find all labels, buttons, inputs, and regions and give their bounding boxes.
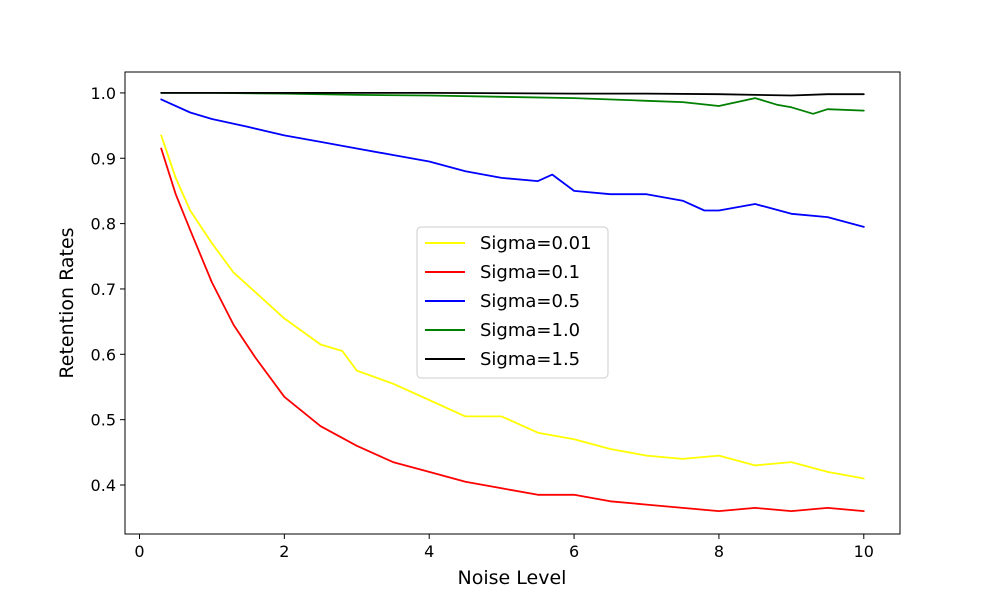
legend-label-sigma-0-5: Sigma=0.5 — [480, 291, 580, 312]
series-line-sigma-1-0 — [160, 92, 865, 115]
x-tick-label: 8 — [714, 542, 724, 561]
series-layer — [160, 92, 865, 513]
y-tick-label: 1.0 — [91, 84, 116, 103]
legend-label-sigma-0-1: Sigma=0.1 — [480, 262, 580, 283]
legend-box — [416, 226, 609, 379]
x-tick-label: 0 — [134, 542, 144, 561]
series-line-sigma-1-5 — [160, 92, 865, 97]
legend: Sigma=0.01 Sigma=0.1 Sigma=0.5 Sigma=1.0 Sig… — [416, 226, 609, 379]
y-tick-label: 0.5 — [91, 411, 116, 430]
y-tick-label: 0.9 — [91, 149, 116, 168]
series-line-sigma-0-1 — [160, 147, 865, 513]
legend-label-sigma-1-5: Sigma=1.5 — [480, 349, 580, 370]
y-axis-ticks: 0.4 0.5 0.6 0.7 0.8 0.9 1.0 — [91, 84, 125, 495]
legend-label-sigma-0-01: Sigma=0.01 — [480, 233, 592, 254]
x-tick-label: 2 — [279, 542, 289, 561]
y-tick-label: 0.7 — [91, 280, 116, 299]
series-line-sigma-0-01 — [160, 134, 865, 480]
x-tick-label: 10 — [854, 542, 874, 561]
legend-label-sigma-1-0: Sigma=1.0 — [480, 320, 580, 341]
y-tick-label: 0.8 — [91, 215, 116, 234]
plot-frame — [124, 71, 901, 535]
x-tick-label: 4 — [424, 542, 434, 561]
y-tick-label: 0.4 — [91, 476, 116, 495]
y-axis-label: Retention Rates — [56, 227, 78, 378]
x-axis-label: Noise Level — [458, 567, 567, 589]
x-axis-ticks: 0 2 4 6 8 10 — [134, 534, 874, 561]
series-line-sigma-0-5 — [160, 98, 865, 228]
x-tick-label: 6 — [569, 542, 579, 561]
y-tick-label: 0.6 — [91, 345, 116, 364]
